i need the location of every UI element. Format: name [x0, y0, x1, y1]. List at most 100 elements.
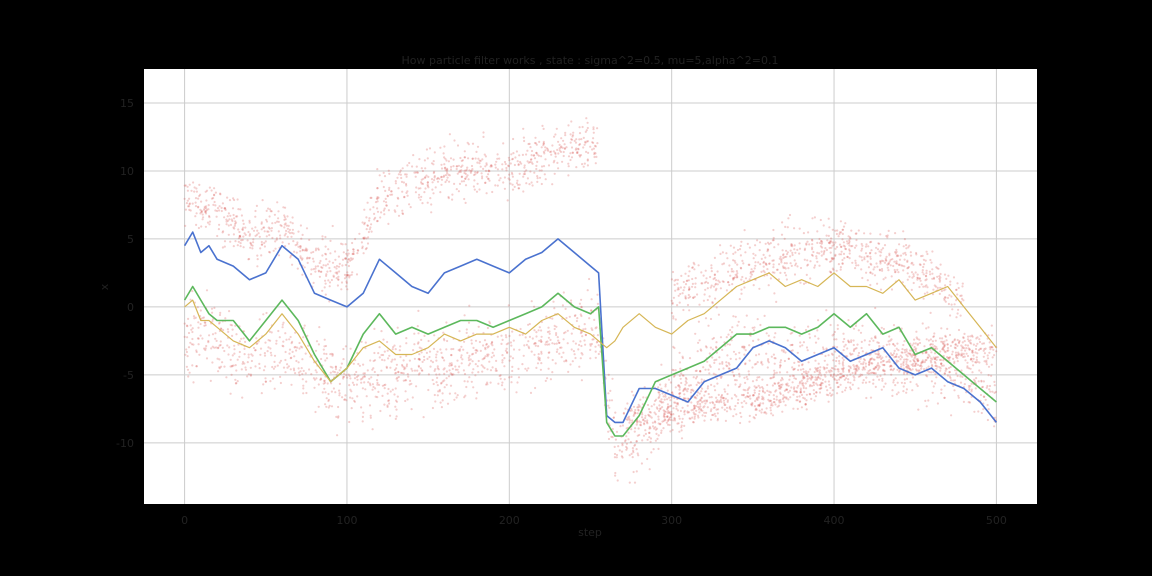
particle-point: [287, 224, 290, 227]
particle-point: [673, 283, 676, 286]
particle-point: [743, 286, 746, 289]
particle-point: [726, 365, 729, 368]
particle-point: [228, 218, 231, 221]
particle-point: [378, 383, 381, 386]
particle-point: [735, 395, 738, 398]
particle-point: [773, 246, 776, 249]
particle-point: [791, 331, 794, 334]
particle-point: [713, 273, 717, 276]
particle-point: [530, 149, 534, 153]
particle-point: [664, 410, 667, 413]
particle-point: [657, 434, 660, 437]
particle-point: [516, 179, 519, 182]
particle-point: [692, 261, 695, 264]
particle-point: [397, 214, 401, 217]
particle-point: [905, 247, 908, 250]
particle-point: [849, 381, 852, 384]
particle-point: [841, 262, 844, 265]
particle-point: [191, 330, 194, 334]
particle-point: [773, 397, 776, 401]
particle-point: [781, 265, 785, 268]
particle-point: [440, 167, 444, 170]
particle-point: [877, 356, 880, 359]
particle-point: [443, 156, 446, 159]
particle-point: [654, 439, 658, 442]
particle-point: [540, 350, 543, 353]
particle-point: [639, 424, 643, 427]
particle-point: [672, 369, 675, 372]
particle-point: [648, 468, 651, 471]
particle-point: [371, 368, 374, 371]
particle-point: [666, 403, 670, 406]
particle-point: [302, 387, 305, 390]
particle-point: [232, 364, 235, 367]
particle-point: [302, 384, 305, 387]
particle-point: [578, 302, 582, 305]
particle-point: [916, 273, 919, 276]
particle-point: [614, 438, 618, 441]
particle-point: [784, 225, 787, 228]
particle-point: [256, 229, 259, 232]
particle-point: [684, 297, 687, 300]
particle-point: [714, 297, 717, 300]
particle-point: [536, 177, 539, 180]
particle-point: [758, 392, 761, 396]
particle-point: [368, 382, 372, 385]
particle-point: [256, 265, 259, 268]
particle-point: [189, 324, 192, 327]
particle-point: [732, 350, 736, 353]
particle-point: [860, 242, 863, 246]
particle-point: [246, 361, 249, 364]
particle-point: [766, 241, 770, 244]
particle-point: [953, 362, 956, 365]
particle-point: [800, 379, 803, 382]
particle-point: [977, 348, 981, 352]
particle-point: [507, 156, 510, 159]
particle-point: [324, 264, 327, 267]
particle-point: [713, 361, 716, 364]
particle-point: [642, 422, 646, 425]
particle-point: [913, 357, 916, 360]
particle-point: [933, 332, 936, 335]
particle-point: [782, 394, 785, 397]
particle-point: [208, 186, 211, 189]
particle-point: [295, 251, 298, 254]
particle-point: [275, 339, 278, 342]
particle-point: [439, 401, 442, 404]
particle-point: [213, 193, 216, 196]
particle-point: [327, 399, 330, 403]
particle-point: [393, 368, 396, 371]
particle-point: [575, 138, 578, 141]
particle-point: [317, 247, 320, 250]
particle-point: [681, 355, 684, 358]
particle-point: [421, 169, 424, 173]
particle-point: [197, 206, 200, 209]
particle-point: [444, 157, 447, 160]
particle-point: [199, 212, 202, 215]
particle-point: [457, 348, 460, 352]
particle-point: [190, 328, 193, 331]
particle-point: [306, 261, 309, 264]
particle-point: [874, 366, 877, 369]
particle-point: [586, 140, 590, 143]
particle-point: [555, 332, 558, 335]
particle-point: [838, 378, 841, 381]
particle-point: [490, 164, 493, 167]
particle-point: [539, 368, 543, 371]
particle-point: [982, 408, 985, 411]
particle-point: [631, 447, 635, 450]
particle-point: [511, 175, 514, 178]
particle-point: [261, 199, 264, 202]
particle-point: [894, 271, 897, 274]
particle-point: [691, 266, 694, 269]
particle-point: [983, 348, 986, 351]
particle-point: [861, 244, 864, 247]
particle-point: [378, 346, 381, 349]
particle-point: [369, 414, 372, 417]
particle-point: [943, 344, 946, 347]
particle-point: [527, 340, 530, 343]
particle-point: [806, 240, 809, 243]
particle-point: [363, 208, 366, 211]
particle-point: [702, 299, 706, 302]
particle-point: [538, 140, 541, 143]
